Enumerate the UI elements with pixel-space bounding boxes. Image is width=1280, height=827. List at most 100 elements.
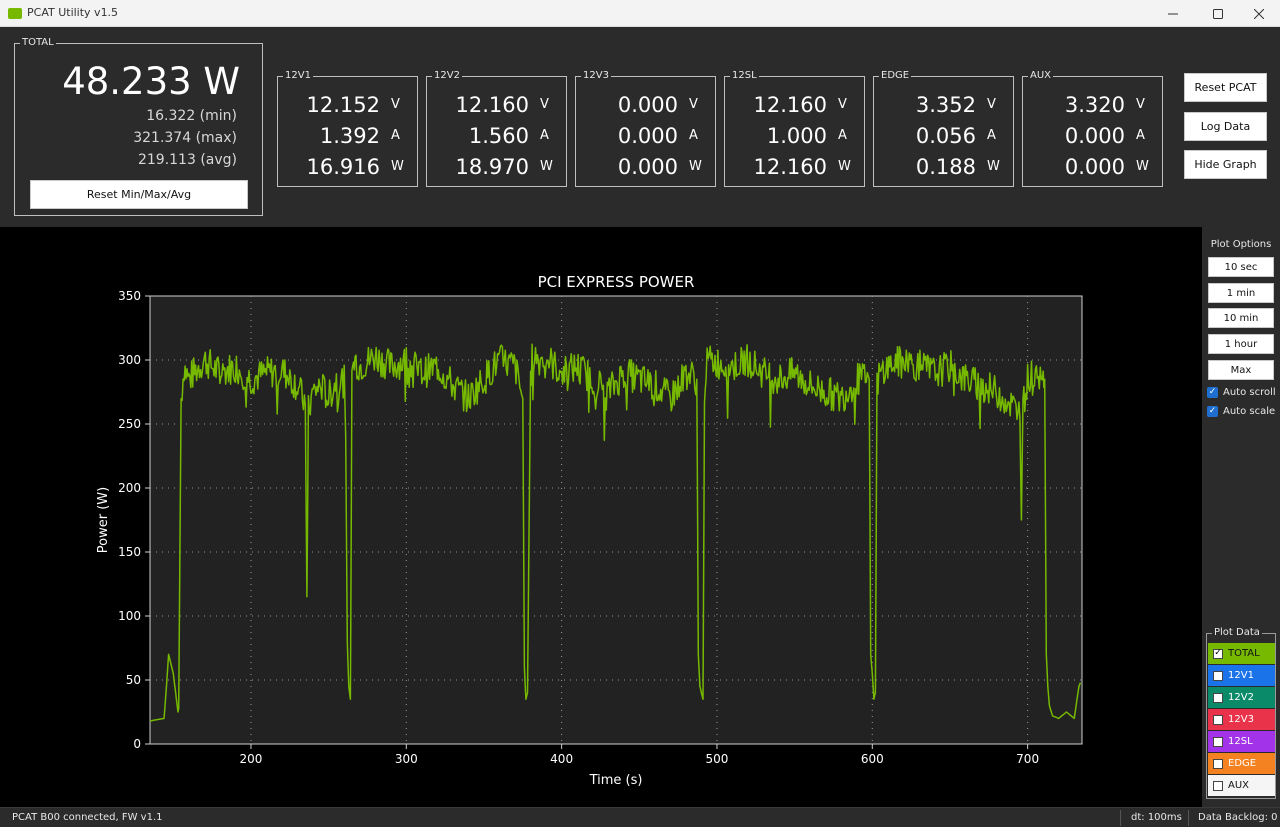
- rail-group-12v2: 12V2 12.160 V 1.560 A 18.970 W: [426, 70, 567, 187]
- range-1min-button[interactable]: 1 min: [1208, 283, 1274, 303]
- volt-unit: V: [987, 97, 996, 112]
- plot-data-edge[interactable]: EDGE: [1208, 753, 1275, 774]
- checkbox-icon: [1213, 670, 1223, 681]
- plot-data-12sl[interactable]: 12SL: [1208, 731, 1275, 752]
- rail-power: 0.000: [1064, 155, 1125, 179]
- rail-power: 0.188: [915, 155, 976, 179]
- total-power-series-line: [149, 343, 1082, 722]
- rail-voltage: 3.352: [915, 93, 976, 117]
- minimize-button[interactable]: [1150, 0, 1196, 27]
- x-tick-label: 300: [395, 752, 418, 766]
- total-avg-value: 219.113 (avg): [137, 152, 237, 168]
- rail-power: 0.000: [617, 155, 678, 179]
- plot-data-12v1[interactable]: 12V1: [1208, 665, 1275, 686]
- checkbox-icon: [1213, 736, 1223, 747]
- rail-voltage: 12.160: [753, 93, 827, 117]
- rail-voltage: 3.320: [1064, 93, 1125, 117]
- watt-unit: W: [1136, 159, 1149, 174]
- watt-unit: W: [689, 159, 702, 174]
- y-axis-label: Power (W): [96, 487, 111, 553]
- hide-graph-button[interactable]: Hide Graph: [1184, 150, 1267, 179]
- checkbox-checked-icon: ✓: [1213, 648, 1223, 659]
- y-tick-label: 50: [126, 673, 141, 687]
- x-axis-label: Time (s): [589, 773, 643, 788]
- close-button[interactable]: [1236, 0, 1280, 27]
- volt-unit: V: [838, 97, 847, 112]
- checkmark-icon: ✓: [1207, 386, 1218, 398]
- y-tick-label: 0: [133, 737, 141, 751]
- volt-unit: V: [1136, 97, 1145, 112]
- range-max-button[interactable]: Max: [1208, 360, 1274, 380]
- status-divider: [1188, 810, 1189, 826]
- reset-min-max-avg-button[interactable]: Reset Min/Max/Avg: [30, 180, 248, 209]
- range-10sec-button[interactable]: 10 sec: [1208, 257, 1274, 277]
- reset-pcat-button[interactable]: Reset PCAT: [1184, 73, 1267, 102]
- amp-unit: A: [1136, 128, 1145, 143]
- y-tick-label: 200: [118, 481, 141, 495]
- rail-current: 1.000: [766, 124, 827, 148]
- rail-label: 12V2: [432, 70, 462, 82]
- rail-voltage: 0.000: [617, 93, 678, 117]
- total-power-value: 48.233 W: [62, 60, 240, 103]
- y-tick-label: 100: [118, 609, 141, 623]
- plot-data-aux[interactable]: AUX: [1208, 775, 1275, 796]
- y-tick-label: 350: [118, 289, 141, 303]
- plot-options-title: Plot Options: [1210, 239, 1272, 250]
- rail-power: 16.916: [306, 155, 380, 179]
- maximize-icon: [1213, 8, 1223, 19]
- close-icon: [1254, 8, 1264, 19]
- checkbox-icon: [1213, 692, 1223, 703]
- checkmark-icon: ✓: [1207, 405, 1218, 417]
- rail-label: AUX: [1028, 70, 1054, 82]
- chart-title: PCI EXPRESS POWER: [538, 273, 695, 291]
- rail-current: 1.560: [468, 124, 529, 148]
- checkbox-icon: [1213, 714, 1223, 725]
- nvidia-logo-icon: [8, 8, 22, 19]
- rail-voltage: 12.160: [455, 93, 529, 117]
- rail-group-aux: AUX 3.320 V 0.000 A 0.000 W: [1022, 70, 1163, 187]
- x-tick-label: 400: [550, 752, 573, 766]
- log-data-button[interactable]: Log Data: [1184, 112, 1267, 141]
- plot-data-12v3[interactable]: 12V3: [1208, 709, 1275, 730]
- maximize-button[interactable]: [1195, 0, 1241, 27]
- status-bar: PCAT B00 connected, FW v1.1 dt: 100ms Da…: [0, 807, 1280, 827]
- axis-ticks: 0 50 100 150 200 250 300 350 200 300 400 500 600 700: [118, 289, 1039, 766]
- watt-unit: W: [540, 159, 553, 174]
- auto-scroll-label: Auto scroll: [1223, 386, 1276, 398]
- x-tick-label: 200: [240, 752, 263, 766]
- rail-power: 18.970: [455, 155, 529, 179]
- x-tick-label: 700: [1016, 752, 1039, 766]
- y-tick-label: 150: [118, 545, 141, 559]
- plot-data-total[interactable]: ✓ TOTAL: [1208, 643, 1275, 664]
- watt-unit: W: [838, 159, 851, 174]
- auto-scroll-checkbox[interactable]: ✓ Auto scroll: [1207, 384, 1276, 400]
- auto-scale-label: Auto scale: [1223, 405, 1276, 417]
- title-bar: PCAT Utility v1.5: [0, 0, 1280, 27]
- amp-unit: A: [540, 128, 549, 143]
- total-min-value: 16.322 (min): [146, 108, 237, 124]
- plot-data-12v2[interactable]: 12V2: [1208, 687, 1275, 708]
- volt-unit: V: [540, 97, 549, 112]
- series-label: 12SL: [1228, 736, 1253, 747]
- checkbox-icon: [1213, 780, 1223, 791]
- amp-unit: A: [391, 128, 400, 143]
- plot-frame: [149, 295, 1083, 745]
- series-label: TOTAL: [1228, 648, 1260, 659]
- rail-current: 1.392: [319, 124, 380, 148]
- power-chart: PCI EXPRESS POWER 0 50 100 150 200 250 300 350 2…: [96, 273, 1083, 788]
- plot-data-title: Plot Data: [1212, 627, 1262, 639]
- total-group-label: TOTAL: [20, 37, 56, 49]
- series-label: AUX: [1228, 780, 1250, 791]
- rail-group-edge: EDGE 3.352 V 0.056 A 0.188 W: [873, 70, 1014, 187]
- minimize-icon: [1168, 13, 1178, 14]
- range-1hour-button[interactable]: 1 hour: [1208, 334, 1274, 354]
- amp-unit: A: [987, 128, 996, 143]
- amp-unit: A: [838, 128, 847, 143]
- range-10min-button[interactable]: 10 min: [1208, 308, 1274, 328]
- volt-unit: V: [391, 97, 400, 112]
- auto-scale-checkbox[interactable]: ✓ Auto scale: [1207, 403, 1275, 419]
- watt-unit: W: [987, 159, 1000, 174]
- total-group: TOTAL 48.233 W 16.322 (min) 321.374 (max…: [14, 37, 263, 216]
- checkbox-icon: [1213, 758, 1223, 769]
